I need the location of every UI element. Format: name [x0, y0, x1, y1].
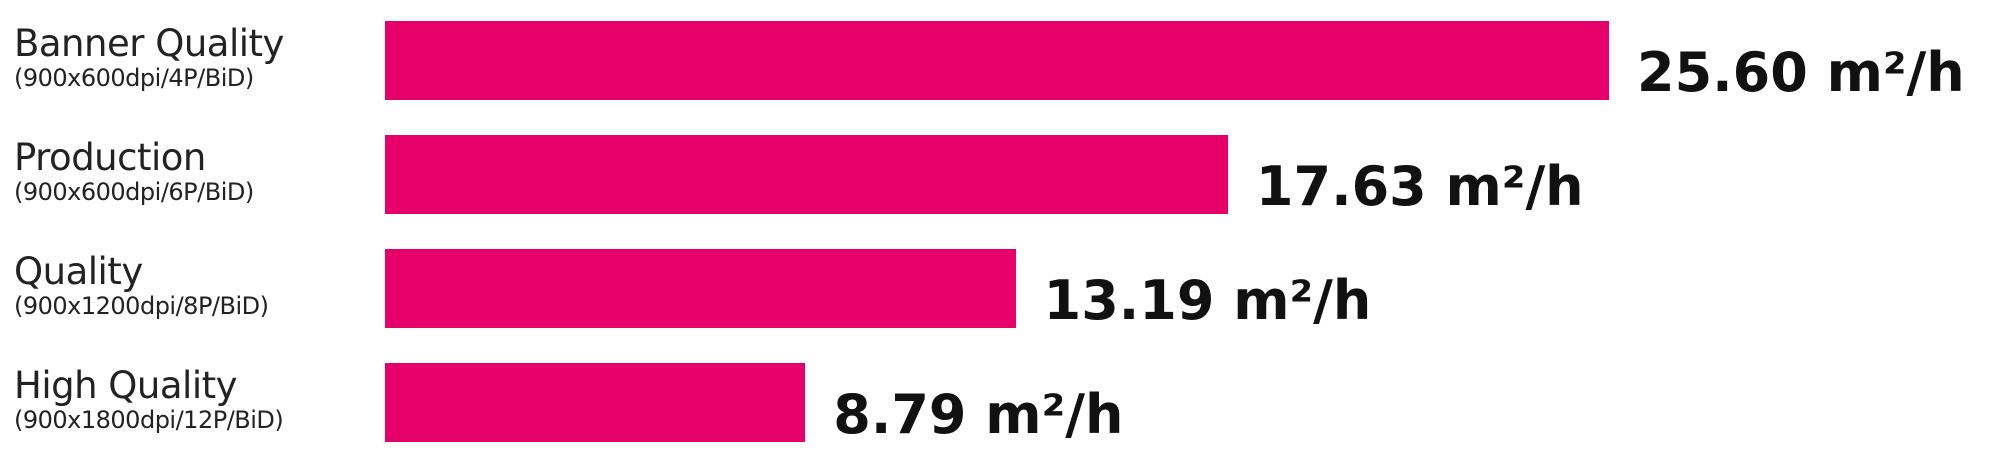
value-label: 25.60 m²/h	[1637, 41, 1965, 104]
category-label: Quality (900x1200dpi/8P/BiD)	[14, 250, 269, 321]
category-name: High Quality	[14, 364, 238, 407]
bar	[385, 249, 1016, 328]
bar	[385, 135, 1228, 214]
category-label: Production (900x600dpi/6P/BiD)	[14, 136, 254, 207]
category-detail: (900x1200dpi/8P/BiD)	[14, 292, 269, 320]
bar	[385, 21, 1609, 100]
category-detail: (900x600dpi/4P/BiD)	[14, 64, 254, 92]
category-name: Production	[14, 136, 206, 179]
category-label: High Quality (900x1800dpi/12P/BiD)	[14, 364, 284, 435]
category-label: Banner Quality (900x600dpi/4P/BiD)	[14, 22, 284, 93]
category-detail: (900x600dpi/6P/BiD)	[14, 178, 254, 206]
bar	[385, 363, 806, 442]
category-name: Quality	[14, 250, 143, 293]
category-detail: (900x1800dpi/12P/BiD)	[14, 406, 284, 434]
value-label: 13.19 m²/h	[1043, 269, 1372, 332]
value-label: 8.79 m²/h	[833, 383, 1124, 446]
category-name: Banner Quality	[14, 22, 284, 65]
value-label: 17.63 m²/h	[1255, 155, 1584, 218]
